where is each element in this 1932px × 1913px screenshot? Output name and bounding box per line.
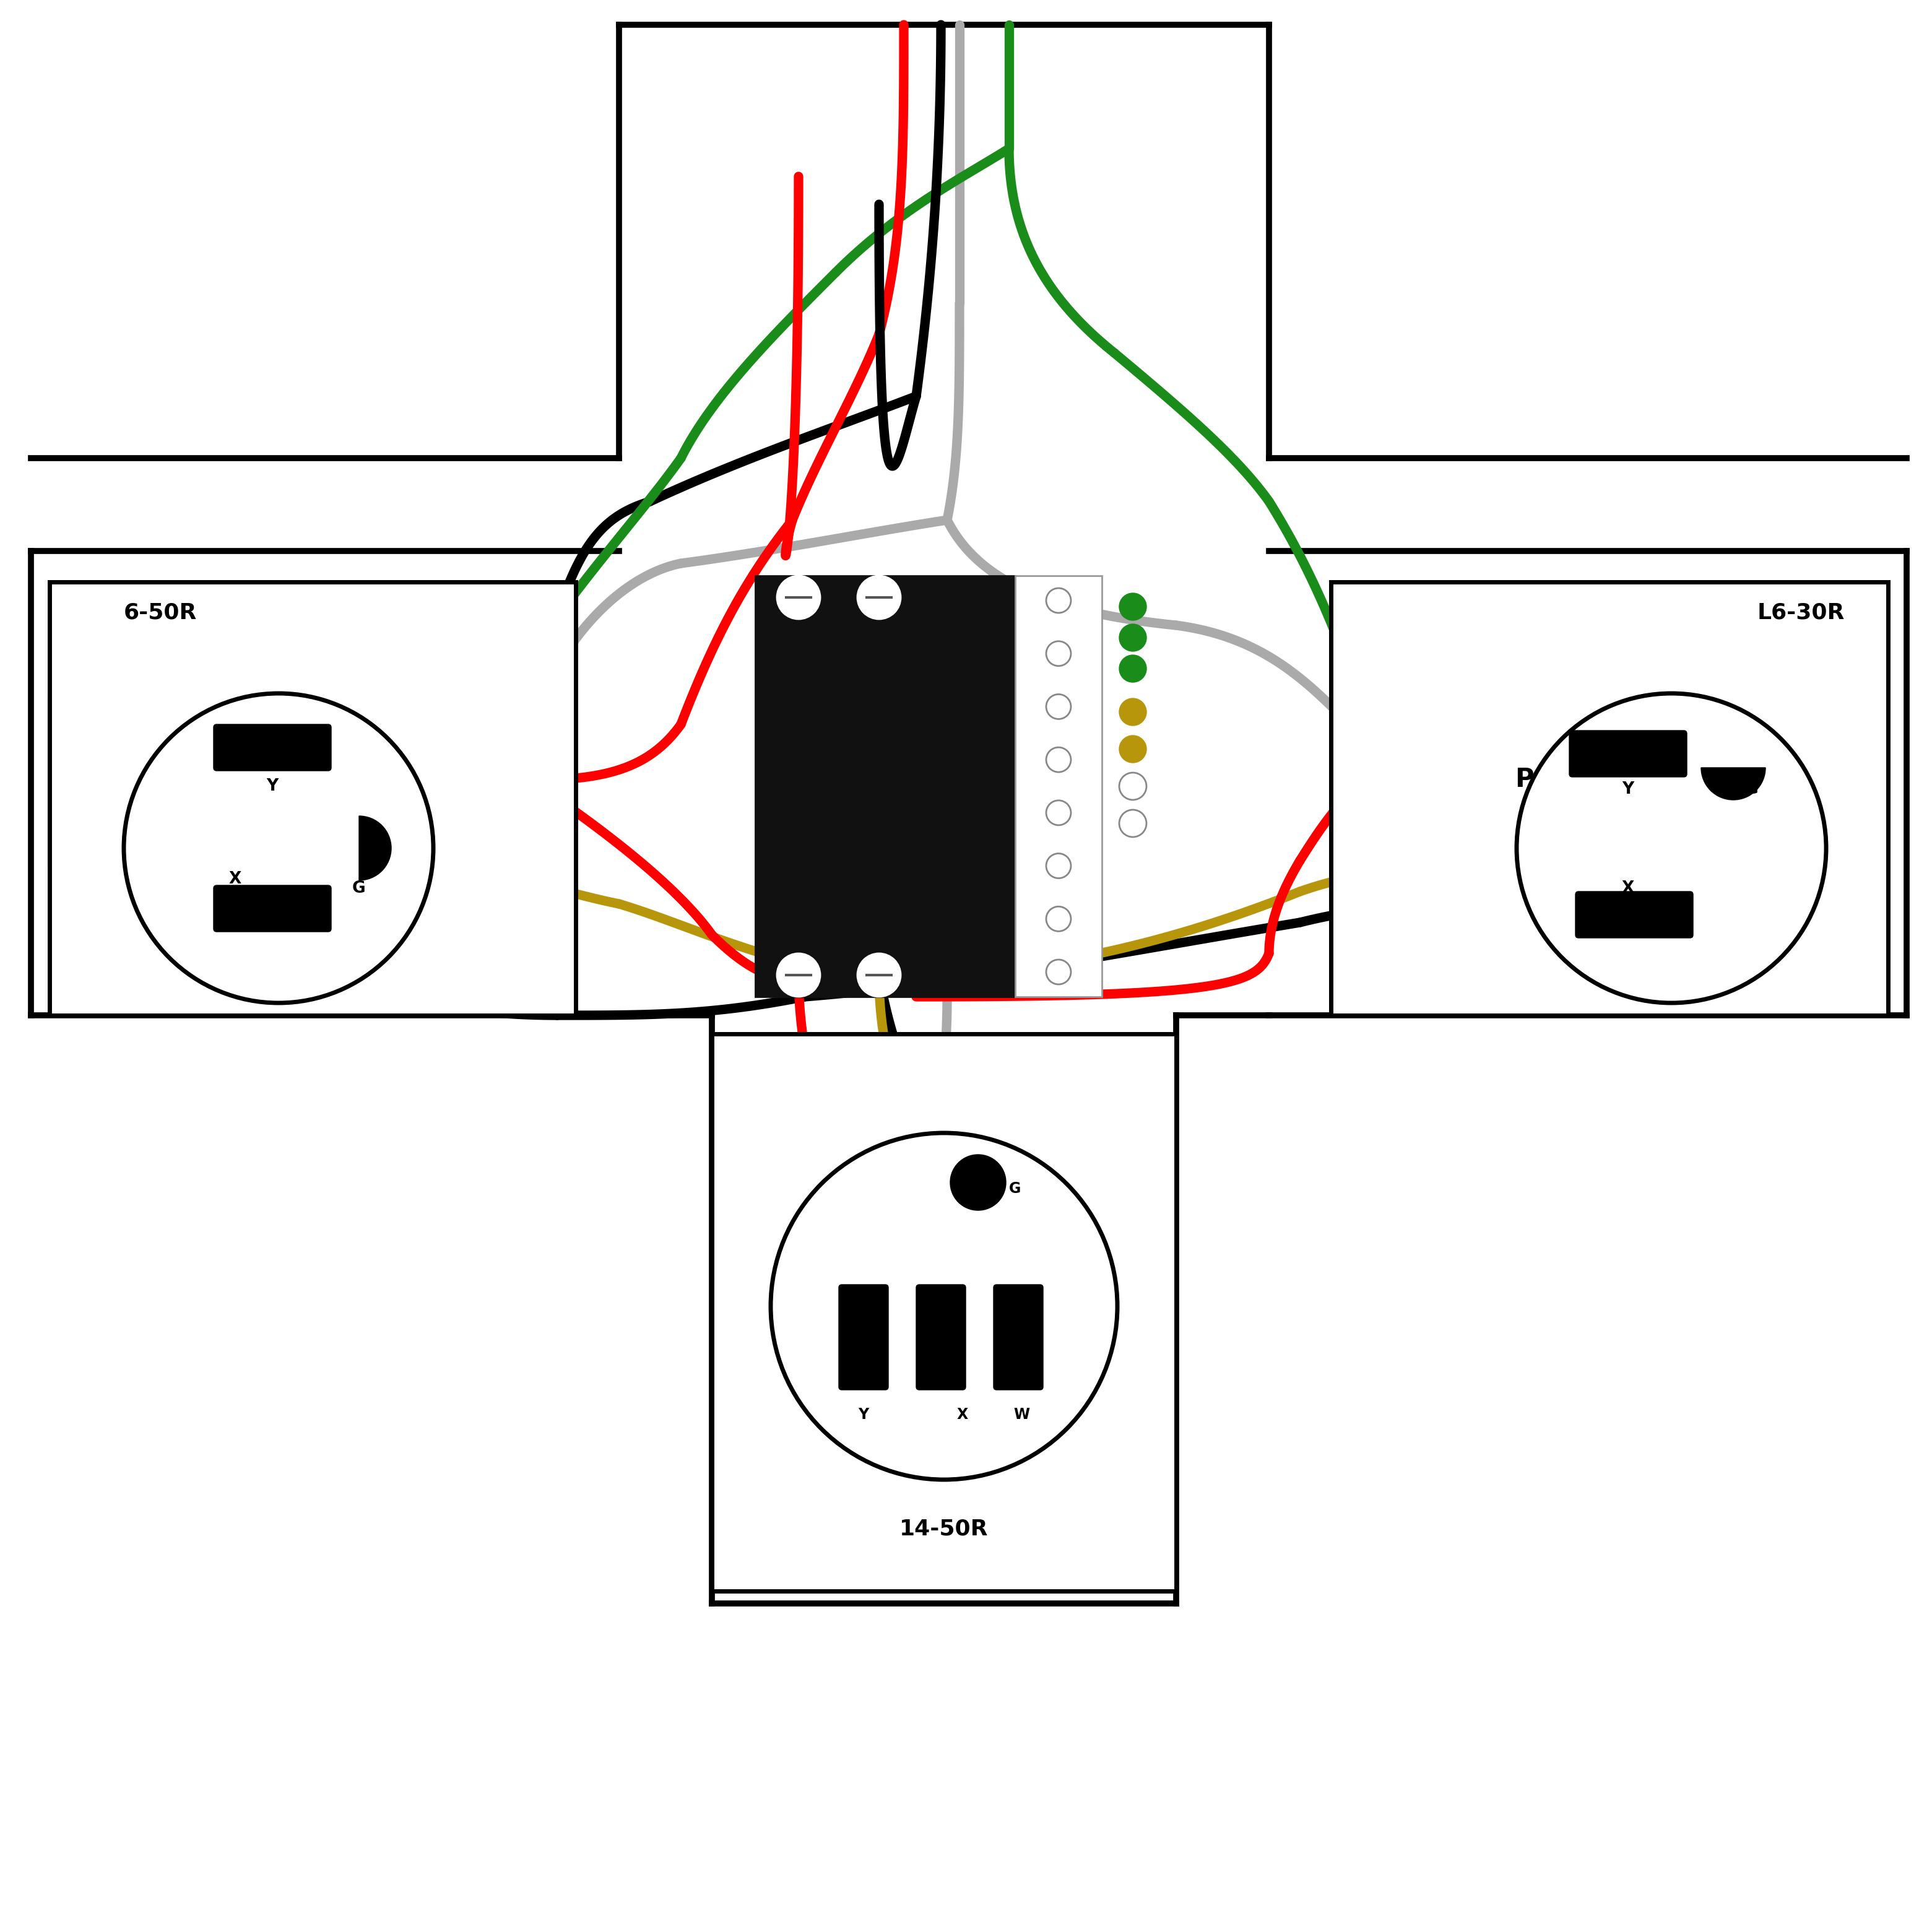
Text: Y: Y bbox=[267, 779, 278, 794]
Circle shape bbox=[777, 576, 821, 620]
Text: G: G bbox=[1745, 781, 1758, 798]
Text: Y: Y bbox=[858, 1408, 869, 1421]
Wedge shape bbox=[1700, 767, 1766, 800]
Text: G: G bbox=[352, 880, 365, 897]
FancyBboxPatch shape bbox=[1575, 891, 1692, 937]
Text: Y: Y bbox=[1623, 781, 1634, 798]
Text: X: X bbox=[1621, 880, 1634, 897]
FancyBboxPatch shape bbox=[711, 1033, 1177, 1592]
Circle shape bbox=[771, 1132, 1117, 1479]
FancyBboxPatch shape bbox=[50, 700, 533, 861]
FancyBboxPatch shape bbox=[916, 1286, 966, 1391]
Circle shape bbox=[1517, 693, 1826, 1002]
Text: 14-50R: 14-50R bbox=[900, 1519, 989, 1540]
Circle shape bbox=[1119, 735, 1146, 763]
Text: X: X bbox=[228, 870, 242, 888]
Circle shape bbox=[951, 1155, 1007, 1211]
Wedge shape bbox=[359, 817, 390, 880]
Text: POWER STRIP: POWER STRIP bbox=[1515, 767, 1716, 794]
FancyBboxPatch shape bbox=[50, 582, 576, 1016]
Circle shape bbox=[1119, 624, 1146, 650]
FancyBboxPatch shape bbox=[214, 725, 330, 771]
FancyBboxPatch shape bbox=[214, 886, 330, 932]
FancyBboxPatch shape bbox=[1569, 731, 1687, 777]
FancyBboxPatch shape bbox=[993, 1286, 1043, 1391]
FancyBboxPatch shape bbox=[1331, 582, 1888, 1016]
Text: X: X bbox=[956, 1408, 968, 1421]
Circle shape bbox=[1119, 654, 1146, 683]
Circle shape bbox=[124, 693, 433, 1002]
FancyBboxPatch shape bbox=[1014, 576, 1101, 997]
FancyBboxPatch shape bbox=[755, 576, 1014, 997]
Text: W: W bbox=[1014, 1408, 1030, 1421]
Text: POWER STRIP: POWER STRIP bbox=[191, 767, 390, 794]
Circle shape bbox=[858, 576, 900, 620]
FancyBboxPatch shape bbox=[838, 1286, 889, 1391]
Text: 6-50R: 6-50R bbox=[124, 603, 197, 624]
Circle shape bbox=[1119, 698, 1146, 725]
Circle shape bbox=[777, 953, 821, 997]
Circle shape bbox=[858, 953, 900, 997]
Circle shape bbox=[1119, 593, 1146, 620]
Text: L6-30R: L6-30R bbox=[1758, 603, 1845, 624]
Text: G: G bbox=[1009, 1180, 1022, 1196]
FancyBboxPatch shape bbox=[1362, 700, 1870, 861]
